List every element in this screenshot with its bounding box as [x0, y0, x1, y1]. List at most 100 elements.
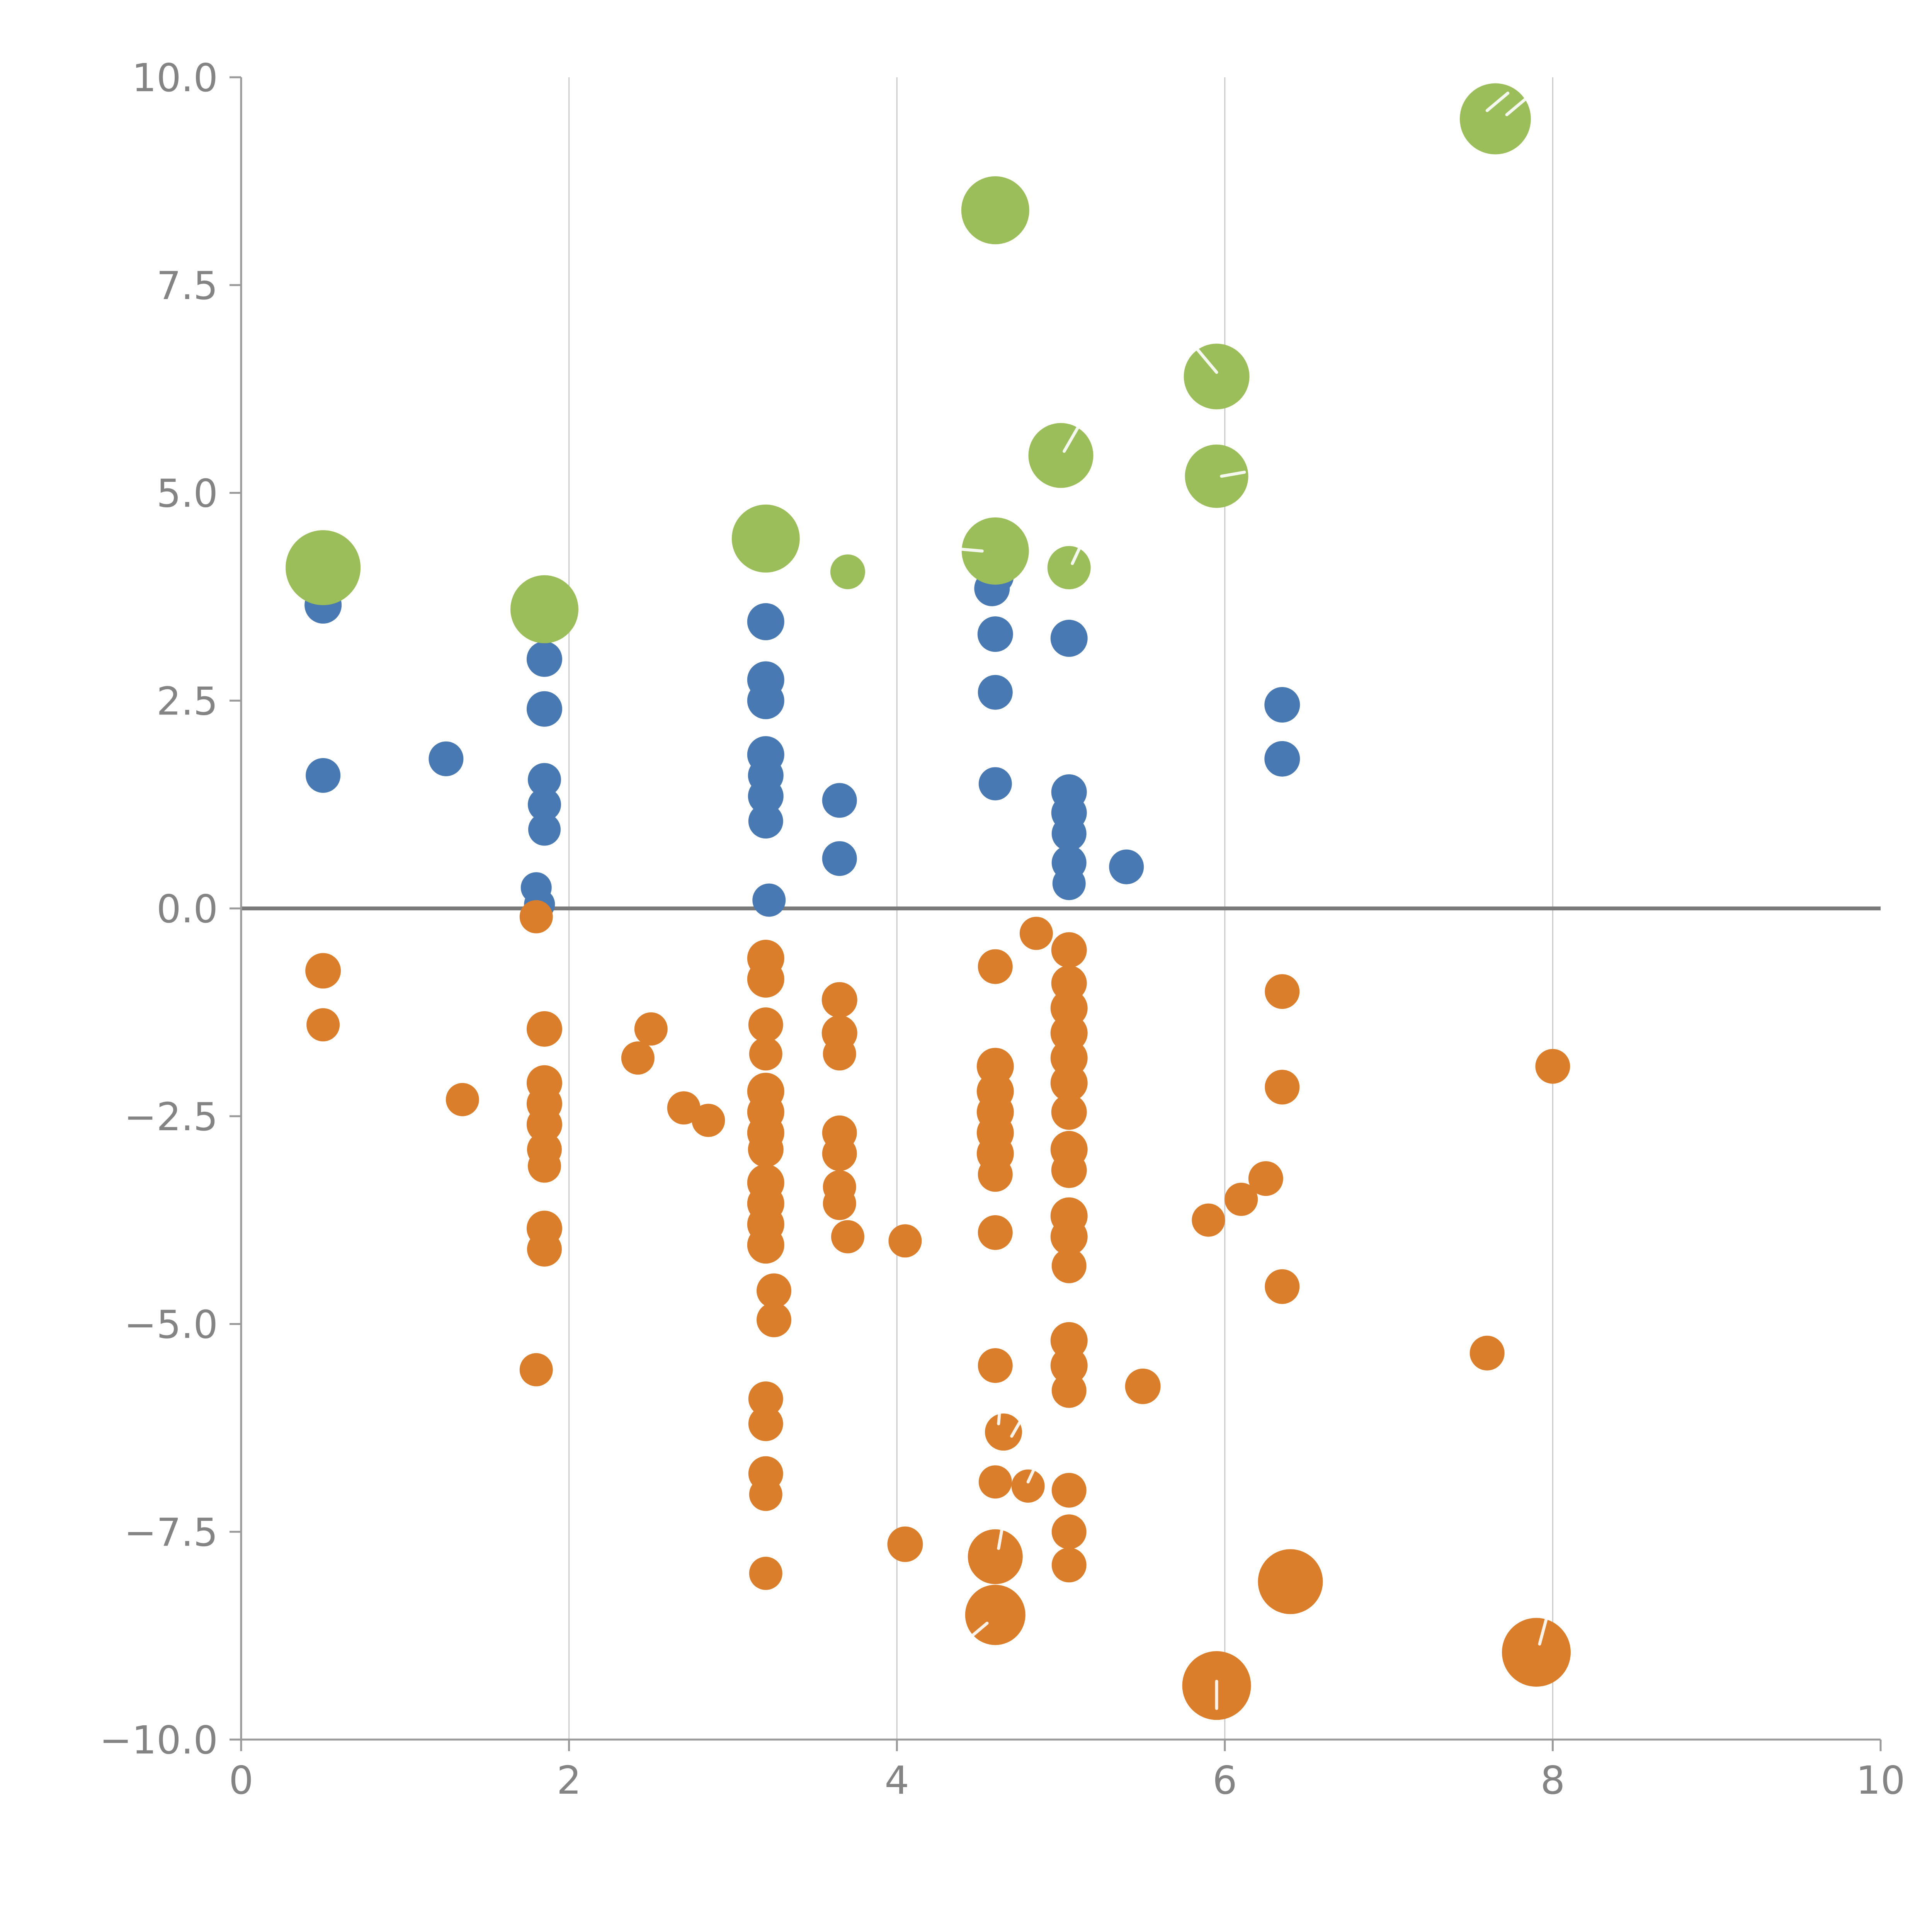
x-axis-tick-label: 8 [1541, 1758, 1565, 1803]
scatter-point-orange [692, 1104, 725, 1137]
scatter-point-orange [305, 953, 341, 989]
x-axis-tick-label: 10 [1856, 1758, 1905, 1803]
white-mark [1071, 546, 1082, 565]
scatter-point-orange [1050, 1218, 1088, 1255]
scatter-point-orange [1051, 932, 1087, 968]
scatter-point-orange [823, 1037, 856, 1071]
scatter-point-green [1047, 546, 1091, 590]
y-axis-tick-label: −10.0 [100, 1718, 218, 1763]
scatter-point-green [286, 530, 361, 605]
scatter-point-orange [756, 1302, 791, 1337]
scatter-point-orange [1019, 917, 1053, 950]
scatter-point-blue [747, 682, 784, 719]
points-layer [286, 83, 1571, 1720]
scatter-point-orange [756, 1273, 791, 1308]
scatter-point-orange [1265, 974, 1300, 1009]
scatter-point-green [510, 575, 578, 643]
scatter-point-orange [446, 1083, 479, 1116]
y-axis-tick-label: 0.0 [156, 886, 218, 932]
white-marks-layer [957, 92, 1548, 1710]
scatter-point-orange [748, 1406, 783, 1441]
scatter-point-blue [1264, 741, 1300, 777]
scatter-point-blue [752, 883, 786, 917]
scatter-point-blue [527, 788, 561, 821]
scatter-point-blue [1052, 867, 1086, 900]
scatter-point-orange [1051, 1473, 1087, 1508]
x-axis-tick-label: 2 [557, 1758, 582, 1803]
scatter-point-orange [1265, 1269, 1300, 1304]
scatter-point-orange [1050, 1347, 1088, 1384]
scatter-point-orange [306, 1008, 340, 1042]
x-axis-tick-label: 0 [229, 1758, 253, 1803]
y-axis-tick-label: 2.5 [156, 679, 218, 724]
scatter-point-blue [978, 767, 1012, 801]
scatter-point-orange [749, 1478, 782, 1511]
scatter-point-orange [1469, 1335, 1505, 1371]
scatter-point-blue [306, 758, 341, 793]
x-axis-tick-label: 4 [884, 1758, 909, 1803]
axes-layer [230, 76, 1882, 1751]
white-mark [1010, 1416, 1024, 1438]
scatter-point-green [1028, 423, 1094, 488]
scatter-point-orange [749, 1556, 782, 1590]
scatter-point-orange [978, 1465, 1012, 1499]
white-mark [1485, 92, 1510, 112]
scatter-point-orange [978, 949, 1013, 984]
scatter-point-green [830, 554, 865, 589]
y-axis-tick-label: 7.5 [156, 263, 218, 308]
scatter-point-orange [748, 1007, 783, 1043]
scatter-point-green [731, 504, 800, 573]
scatter-point-blue [528, 813, 561, 846]
scatter-point-blue [977, 616, 1013, 652]
scatter-point-orange [526, 1011, 562, 1047]
white-mark [1505, 95, 1529, 116]
scatter-point-orange [1248, 1161, 1283, 1196]
scatter-point-orange [978, 1215, 1013, 1250]
scatter-point-blue [1051, 816, 1087, 851]
scatter-point-orange [747, 1226, 784, 1264]
scatter-point-orange [748, 1131, 784, 1167]
scatter-point-green [1185, 444, 1248, 508]
white-mark [997, 1399, 1002, 1425]
y-axis-tick-label: 10.0 [132, 55, 218, 100]
scatter-point-orange [887, 1526, 923, 1562]
scatter-point-green [1459, 83, 1531, 155]
scatter-point-orange [527, 1149, 561, 1183]
white-mark [1195, 347, 1218, 374]
white-mark [968, 1621, 989, 1640]
scatter-point-blue [1264, 687, 1300, 723]
scatter-point-orange [519, 900, 553, 934]
scatter-point-orange [985, 1413, 1022, 1451]
scatter-point-blue [748, 804, 783, 839]
white-mark [1538, 1616, 1548, 1646]
white-mark [957, 547, 984, 553]
scatter-point-orange [747, 960, 784, 998]
scatter-point-orange [621, 1041, 655, 1075]
scatter-point-blue [526, 641, 562, 677]
scatter-point-orange [519, 1353, 553, 1386]
scatter-point-orange [667, 1091, 701, 1125]
scatter-point-orange [748, 1381, 783, 1417]
scatter-point-orange [1125, 1368, 1161, 1404]
scatter-point-orange [1051, 1248, 1087, 1283]
scatter-point-orange [1051, 1094, 1087, 1130]
y-axis-tick-label: −5.0 [124, 1302, 218, 1347]
scatter-point-orange [978, 1157, 1013, 1192]
scatter-point-blue [527, 763, 561, 796]
scatter-point-orange [978, 1348, 1013, 1383]
white-mark [997, 1524, 1004, 1550]
scatter-point-orange [1258, 1549, 1323, 1614]
scatter-point-blue [978, 675, 1013, 710]
scatter-point-orange [1502, 1618, 1571, 1687]
scatter-point-orange [1225, 1182, 1258, 1216]
y-axis-tick-label: −7.5 [124, 1510, 218, 1555]
scatter-point-orange [1051, 1373, 1087, 1408]
scatter-point-orange [1535, 1049, 1570, 1084]
y-axis-tick-label: −2.5 [124, 1094, 218, 1139]
scatter-point-orange [1051, 1152, 1087, 1188]
scatter-point-green [1184, 344, 1250, 410]
scatter-point-orange [1051, 1548, 1087, 1583]
scatter-point-orange [822, 1136, 857, 1171]
x-axis-tick-label: 6 [1213, 1758, 1237, 1803]
